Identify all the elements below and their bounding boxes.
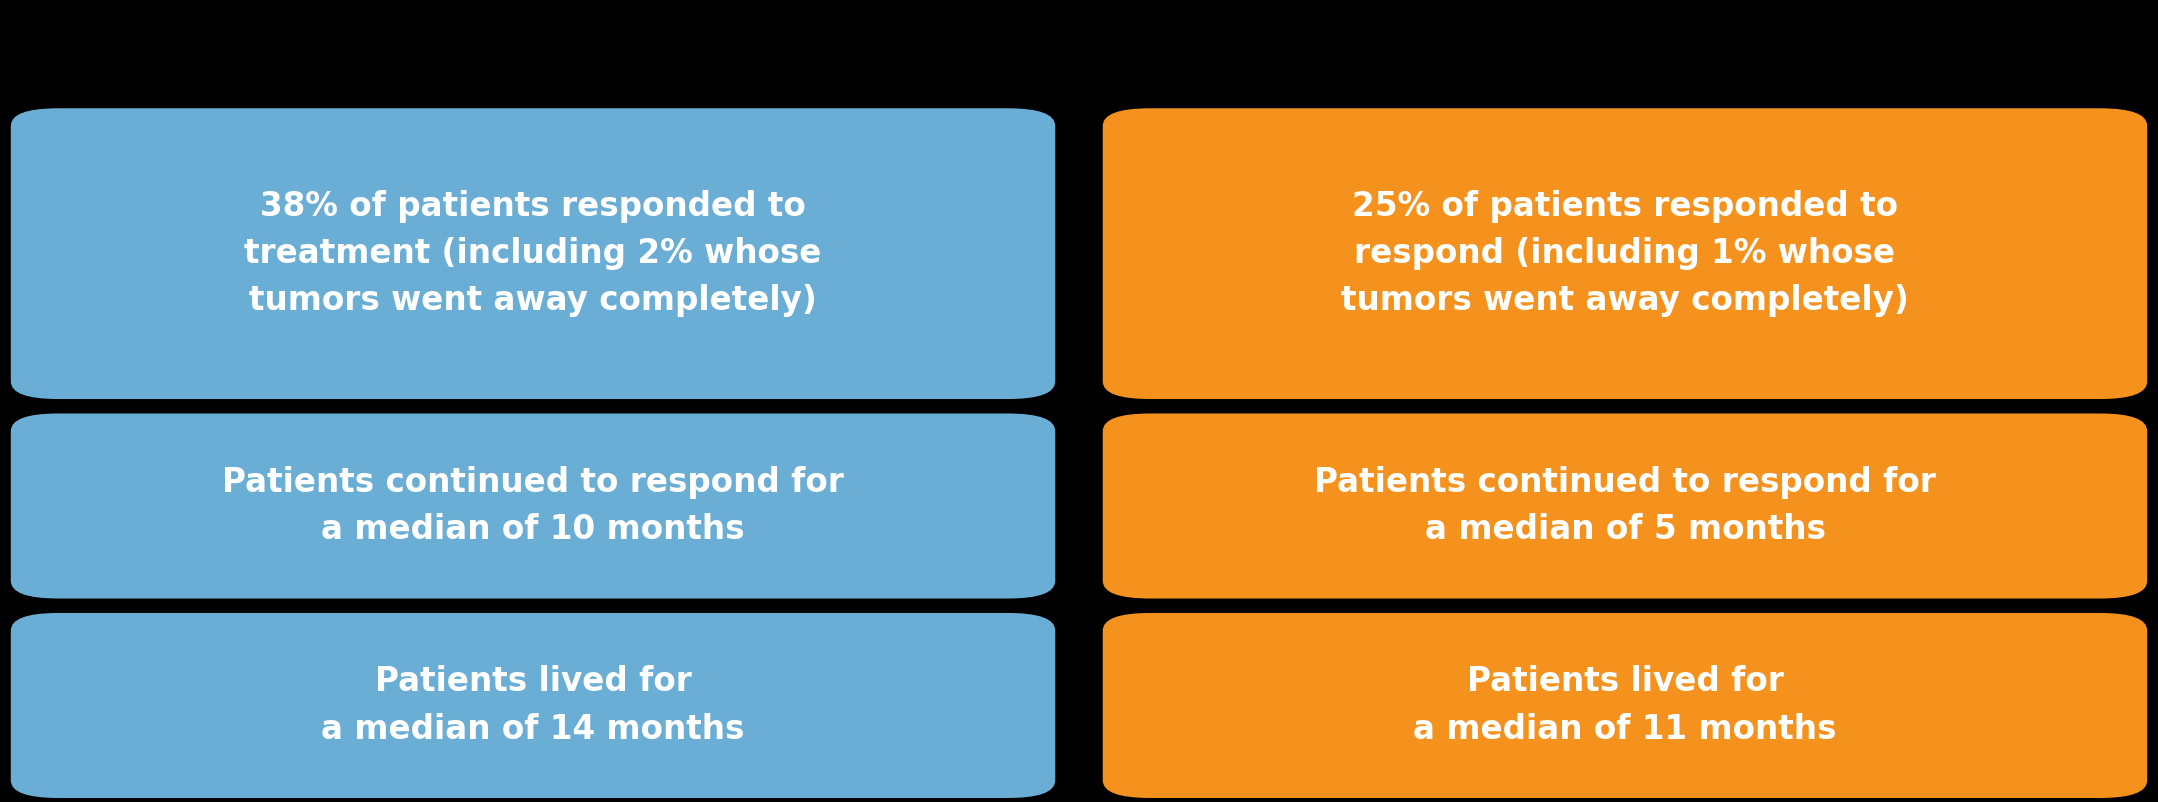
Text: tumors went away completely): tumors went away completely) xyxy=(1340,285,1910,318)
Text: 25% of patients responded to: 25% of patients responded to xyxy=(1351,190,1899,223)
Text: Patients lived for: Patients lived for xyxy=(375,666,691,699)
FancyBboxPatch shape xyxy=(1103,414,2147,598)
Text: tumors went away completely): tumors went away completely) xyxy=(248,285,818,318)
Text: a median of 14 months: a median of 14 months xyxy=(322,713,745,746)
Text: treatment (including 2% whose: treatment (including 2% whose xyxy=(244,237,822,270)
FancyBboxPatch shape xyxy=(1103,108,2147,399)
FancyBboxPatch shape xyxy=(11,414,1055,598)
Text: 38% of patients responded to: 38% of patients responded to xyxy=(261,190,805,223)
FancyBboxPatch shape xyxy=(11,108,1055,399)
FancyBboxPatch shape xyxy=(11,613,1055,798)
Text: Patients continued to respond for: Patients continued to respond for xyxy=(1314,466,1936,499)
Text: Patients continued to respond for: Patients continued to respond for xyxy=(222,466,844,499)
Text: a median of 10 months: a median of 10 months xyxy=(322,513,745,546)
FancyBboxPatch shape xyxy=(1103,613,2147,798)
Text: Patients lived for: Patients lived for xyxy=(1467,666,1783,699)
Text: a median of 5 months: a median of 5 months xyxy=(1424,513,1826,546)
Text: respond (including 1% whose: respond (including 1% whose xyxy=(1355,237,1895,270)
Text: a median of 11 months: a median of 11 months xyxy=(1413,713,1836,746)
